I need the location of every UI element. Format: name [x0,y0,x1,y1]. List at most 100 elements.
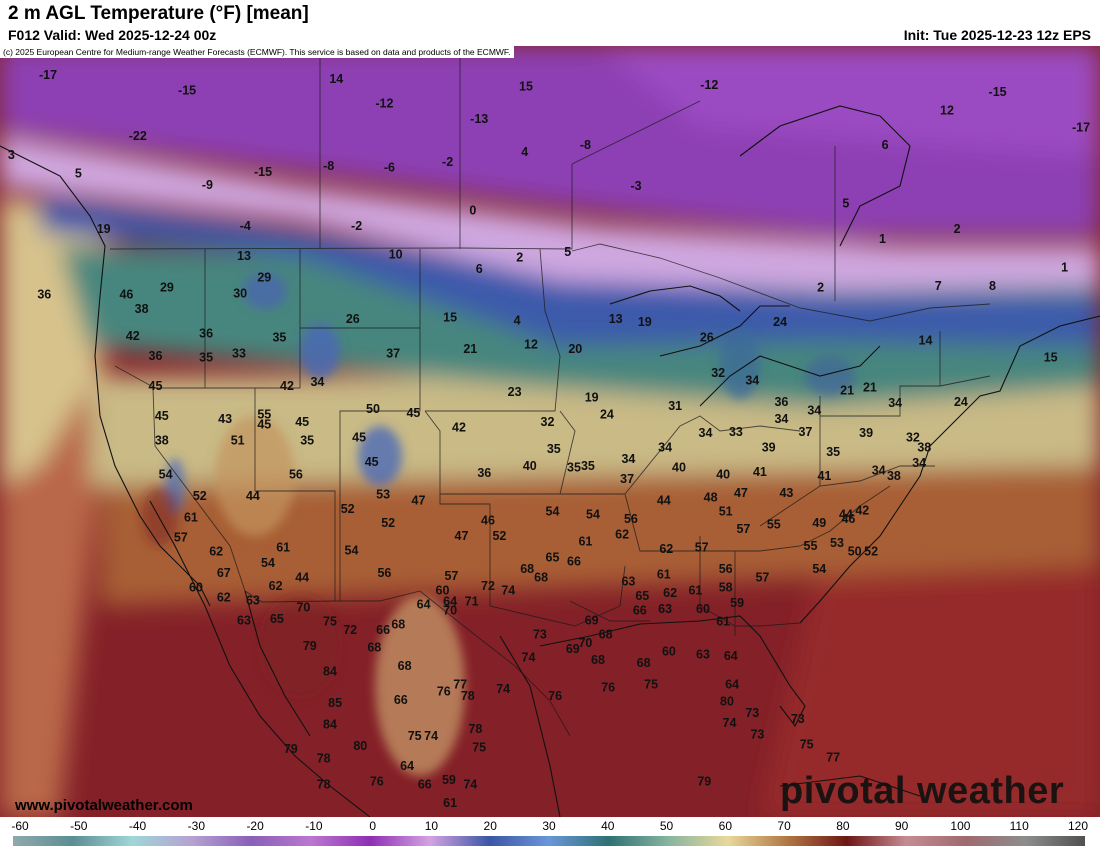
temperature-map[interactable]: -17 -15 14 -12 15 -12 -13 3 -22 5 -9 -15 -8 -6 -2 4 -8 12… [0,46,1100,817]
temperature-label: 76 [548,689,562,703]
temperature-label: 34 [888,396,902,410]
temperature-label: 75 [800,738,814,752]
temperature-label: 5 [564,245,571,259]
temperature-label: -8 [580,138,591,152]
temperature-label: 54 [345,543,359,557]
map-title: 2 m AGL Temperature (°F) [mean] [8,3,309,24]
temperature-label: 63 [237,613,251,627]
temperature-label: 34 [807,403,821,417]
temperature-label: 32 [541,415,555,429]
colorbar-tick-label: 90 [894,819,909,833]
temperature-label: 50 [366,402,380,416]
temperature-label: 34 [774,412,788,426]
temperature-label: 68 [398,659,412,673]
temperature-label: 10 [389,248,403,262]
temperature-label: 3 [8,148,15,162]
temperature-label: 74 [496,682,510,696]
temperature-label: 73 [745,706,759,720]
temperature-label: 21 [863,381,877,395]
temperature-label: 7 [935,279,942,293]
temperature-label: 77 [826,750,840,764]
temperature-label: 49 [812,516,826,530]
temperature-label: 14 [329,72,343,86]
temperature-label: 36 [199,326,213,340]
temperature-label: 32 [906,431,920,445]
colorbar-tick-label: -50 [70,819,88,833]
temperature-label: 61 [688,583,702,597]
temperature-label: 61 [657,568,671,582]
temperature-label: 55 [804,539,818,553]
temperature-label: 42 [280,379,294,393]
temperature-label: 62 [209,545,223,559]
temperature-label: 66 [633,603,647,617]
colorbar-tick-label: -40 [128,819,147,833]
temperature-label: 36 [774,395,788,409]
temperature-label: -13 [470,112,488,126]
temperature-label: -4 [240,219,251,233]
temperature-label: 68 [591,653,605,667]
temperature-label: 34 [658,441,672,455]
colorbar-fill [13,836,1085,846]
temperature-label: 1 [879,232,886,246]
temperature-label: 60 [436,583,450,597]
temperature-label: 21 [840,383,854,397]
temperature-label: 79 [284,742,298,756]
terrain-detail [142,273,855,776]
temperature-label: -15 [178,84,196,98]
temperature-label: 37 [620,472,634,486]
temperature-label: 52 [193,489,207,503]
temperature-label: 38 [917,441,931,455]
temperature-label: 39 [762,441,776,455]
temperature-label: 36 [149,349,163,363]
temperature-label: 23 [508,385,522,399]
temperature-label: 59 [442,773,456,787]
temperature-label: 63 [696,648,710,662]
temperature-label: 36 [37,288,51,302]
temperature-label: 65 [635,589,649,603]
temperature-label: 70 [443,603,457,617]
temperature-label: 57 [444,569,458,583]
temperature-label: 55 [767,518,781,532]
website-label[interactable]: www.pivotalweather.com [15,797,193,814]
colorbar-tick-label: 50 [659,819,674,833]
temperature-label: 39 [859,426,873,440]
temperature-label: 78 [317,777,331,791]
temperature-label: 73 [533,628,547,642]
temperature-label: 8 [989,279,996,293]
temperature-label: 45 [295,415,309,429]
colorbar-ticks: -60 -50 -40 -30 -20 -10 0 10 20 30 40 50 60 70 80 90 100… [0,817,1100,835]
temperature-label: 26 [700,331,714,345]
temperature-label: -2 [351,219,362,233]
header: 2 m AGL Temperature (°F) [mean] F012 Val… [0,0,1100,46]
temperature-label: 33 [729,425,743,439]
temperature-label: 44 [246,489,260,503]
colorbar-tick-label: 0 [369,819,376,833]
temperature-label: 13 [609,312,623,326]
colorbar-tick-label: 120 [1067,819,1089,833]
temperature-label: -12 [700,78,718,92]
temperature-label: 50 [848,545,862,559]
temperature-label: 78 [317,752,331,766]
init-time: Init: Tue 2025-12-23 12z EPS [903,27,1091,43]
temperature-label: 73 [750,728,764,742]
temperature-label: 55 [257,408,271,422]
temperature-label: 2 [516,251,523,265]
temperature-label: 54 [586,508,600,522]
temperature-label: 29 [160,281,174,295]
temperature-label: 24 [600,408,614,422]
temperature-label: 12 [524,338,538,352]
temperature-label: 38 [135,302,149,316]
temperature-label: 62 [217,590,231,604]
colorbar: -60 -50 -40 -30 -20 -10 0 10 20 30 40 50 60 70 80 90 100… [0,817,1100,850]
temperature-label: 21 [463,342,477,356]
temperature-label: 69 [566,642,580,656]
copyright-notice: (c) 2025 European Centre for Medium-rang… [0,46,514,58]
temperature-label: 2 [954,222,961,236]
valid-time: F012 Valid: Wed 2025-12-24 00z [8,27,217,43]
temperature-label: 14 [919,333,933,347]
temperature-label: 80 [720,695,734,709]
temperature-label: -15 [989,85,1007,99]
colorbar-tick-label: -10 [305,819,323,833]
temperature-label: 19 [585,391,599,405]
